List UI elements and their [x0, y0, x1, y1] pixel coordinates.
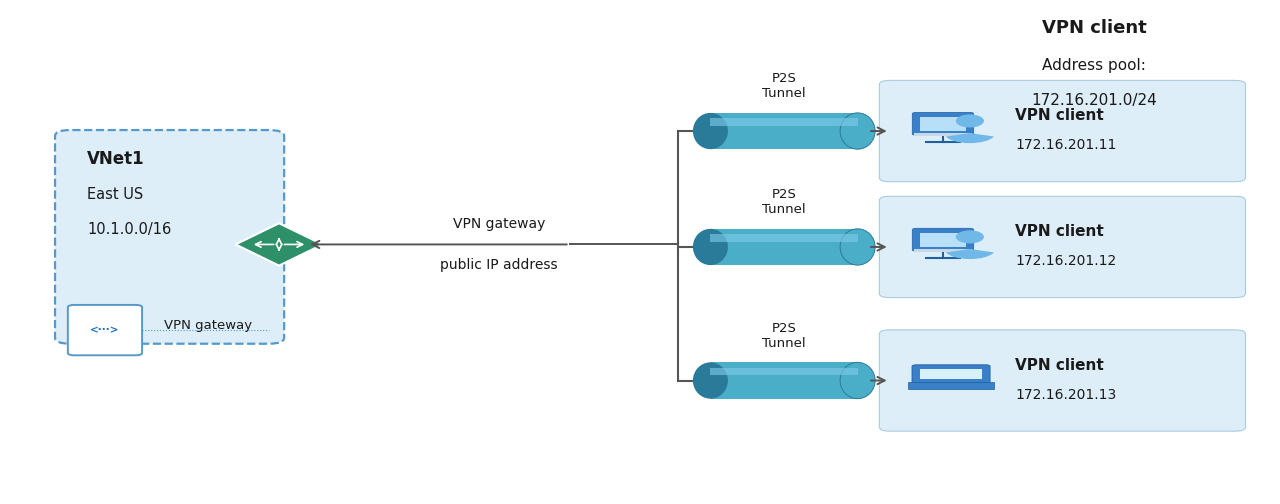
FancyBboxPatch shape: [920, 233, 966, 247]
FancyBboxPatch shape: [909, 382, 993, 389]
FancyBboxPatch shape: [879, 80, 1245, 182]
FancyBboxPatch shape: [913, 228, 974, 251]
Text: VPN client: VPN client: [1015, 358, 1103, 373]
FancyBboxPatch shape: [710, 234, 858, 241]
Text: VPN gateway: VPN gateway: [164, 319, 252, 332]
Text: 10.1.0.0/16: 10.1.0.0/16: [87, 222, 172, 237]
Text: P2S
Tunnel: P2S Tunnel: [762, 322, 806, 350]
FancyBboxPatch shape: [911, 365, 991, 383]
FancyBboxPatch shape: [55, 130, 284, 344]
Ellipse shape: [692, 113, 728, 149]
FancyBboxPatch shape: [710, 113, 858, 149]
Text: VPN client: VPN client: [1042, 19, 1147, 37]
Ellipse shape: [956, 114, 984, 128]
Wedge shape: [946, 133, 993, 143]
FancyBboxPatch shape: [710, 118, 858, 125]
Text: 172.16.201.11: 172.16.201.11: [1015, 138, 1116, 152]
Ellipse shape: [840, 229, 876, 265]
FancyBboxPatch shape: [920, 369, 983, 379]
Ellipse shape: [692, 362, 728, 399]
FancyBboxPatch shape: [914, 133, 973, 137]
FancyBboxPatch shape: [914, 248, 973, 252]
Text: 172.16.201.13: 172.16.201.13: [1015, 388, 1116, 402]
FancyBboxPatch shape: [710, 362, 858, 399]
FancyBboxPatch shape: [920, 117, 966, 131]
Ellipse shape: [956, 230, 984, 243]
Text: 172.16.201.0/24: 172.16.201.0/24: [1032, 93, 1157, 108]
Text: Address pool:: Address pool:: [1042, 58, 1147, 73]
FancyBboxPatch shape: [710, 229, 858, 265]
Text: VPN gateway: VPN gateway: [453, 217, 545, 231]
FancyBboxPatch shape: [710, 368, 858, 375]
FancyBboxPatch shape: [68, 305, 142, 355]
Text: 172.16.201.12: 172.16.201.12: [1015, 254, 1116, 268]
Text: P2S
Tunnel: P2S Tunnel: [762, 188, 806, 216]
Text: VPN client: VPN client: [1015, 224, 1103, 239]
Wedge shape: [946, 249, 993, 259]
Ellipse shape: [692, 229, 728, 265]
FancyBboxPatch shape: [879, 330, 1245, 431]
Ellipse shape: [840, 362, 876, 399]
Text: public IP address: public IP address: [440, 258, 558, 272]
Text: VNet1: VNet1: [87, 150, 145, 168]
Polygon shape: [236, 223, 323, 266]
FancyBboxPatch shape: [879, 197, 1245, 297]
FancyBboxPatch shape: [913, 112, 974, 135]
Text: P2S
Tunnel: P2S Tunnel: [762, 72, 806, 100]
Ellipse shape: [840, 113, 876, 149]
Text: VPN client: VPN client: [1015, 108, 1103, 123]
Text: <···>: <···>: [90, 325, 120, 335]
Text: East US: East US: [87, 186, 143, 202]
